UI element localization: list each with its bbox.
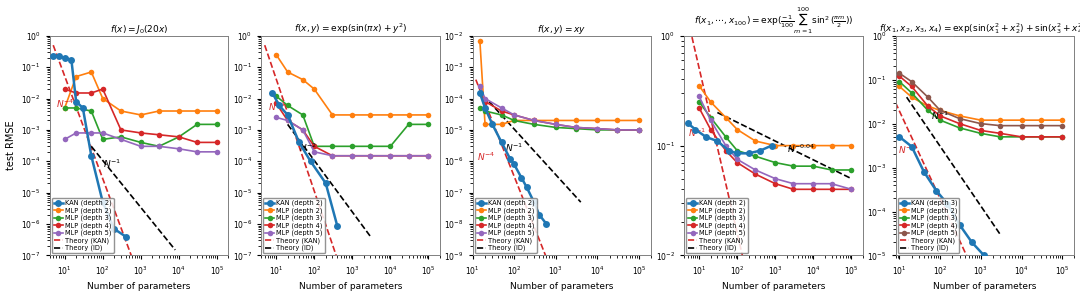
Legend: KAN (depth 2), MLP (depth 2), MLP (depth 3), MLP (depth 4), MLP (depth 5), Theor: KAN (depth 2), MLP (depth 2), MLP (depth…: [686, 198, 748, 253]
Text: $N^{-0.04}$: $N^{-0.04}$: [787, 143, 815, 155]
Text: $N^{-1}$: $N^{-1}$: [103, 158, 121, 170]
Text: $N^{-4}$: $N^{-4}$: [477, 151, 496, 163]
X-axis label: Number of parameters: Number of parameters: [87, 282, 191, 291]
Text: $N^{-4}$: $N^{-4}$: [897, 144, 916, 156]
Y-axis label: test RMSE: test RMSE: [5, 121, 15, 170]
Title: $f(x, y) = \exp(\sin(\pi x) + y^2)$: $f(x, y) = \exp(\sin(\pi x) + y^2)$: [294, 21, 407, 36]
Text: $N^{-1}$: $N^{-1}$: [931, 110, 949, 122]
Title: $f(x_1, \cdots, x_{100}) = \exp(\frac{-1}{100}\sum_{m=1}^{100}\sin^2(\frac{\pi m: $f(x_1, \cdots, x_{100}) = \exp(\frac{-1…: [693, 6, 853, 36]
X-axis label: Number of parameters: Number of parameters: [510, 282, 613, 291]
Legend: KAN (depth 3), MLP (depth 2), MLP (depth 3), MLP (depth 4), MLP (depth 5), Theor: KAN (depth 3), MLP (depth 2), MLP (depth…: [897, 198, 959, 253]
Title: $f(x_1, x_2, x_3, x_4) = \exp(\sin(x_1^2 + x_2^2) + \sin(x_3^2 + x_4^2))$: $f(x_1, x_2, x_3, x_4) = \exp(\sin(x_1^2…: [879, 21, 1080, 36]
Legend: KAN (depth 2), MLP (depth 2), MLP (depth 3), MLP (depth 4), MLP (depth 5), Theor: KAN (depth 2), MLP (depth 2), MLP (depth…: [474, 198, 537, 253]
Legend: KAN (depth 2), MLP (depth 2), MLP (depth 3), MLP (depth 4), MLP (depth 5), Theor: KAN (depth 2), MLP (depth 2), MLP (depth…: [264, 198, 325, 253]
Text: $N^{-2}$: $N^{-2}$: [299, 141, 318, 154]
X-axis label: Number of parameters: Number of parameters: [933, 282, 1037, 291]
X-axis label: Number of parameters: Number of parameters: [721, 282, 825, 291]
Text: $N^{-1}$: $N^{-1}$: [504, 141, 523, 154]
X-axis label: Number of parameters: Number of parameters: [299, 282, 402, 291]
Text: $N^{-4}$: $N^{-4}$: [268, 101, 286, 113]
Title: $f(x) = J_0(20x)$: $f(x) = J_0(20x)$: [110, 23, 168, 36]
Legend: KAN (depth 2), MLP (depth 2), MLP (depth 3), MLP (depth 4), MLP (depth 5), Theor: KAN (depth 2), MLP (depth 2), MLP (depth…: [52, 198, 113, 253]
Title: $f(x, y) = xy$: $f(x, y) = xy$: [538, 23, 586, 36]
Text: $N^{-1}$: $N^{-1}$: [688, 127, 706, 139]
Text: $N^{-4}$: $N^{-4}$: [56, 98, 75, 110]
